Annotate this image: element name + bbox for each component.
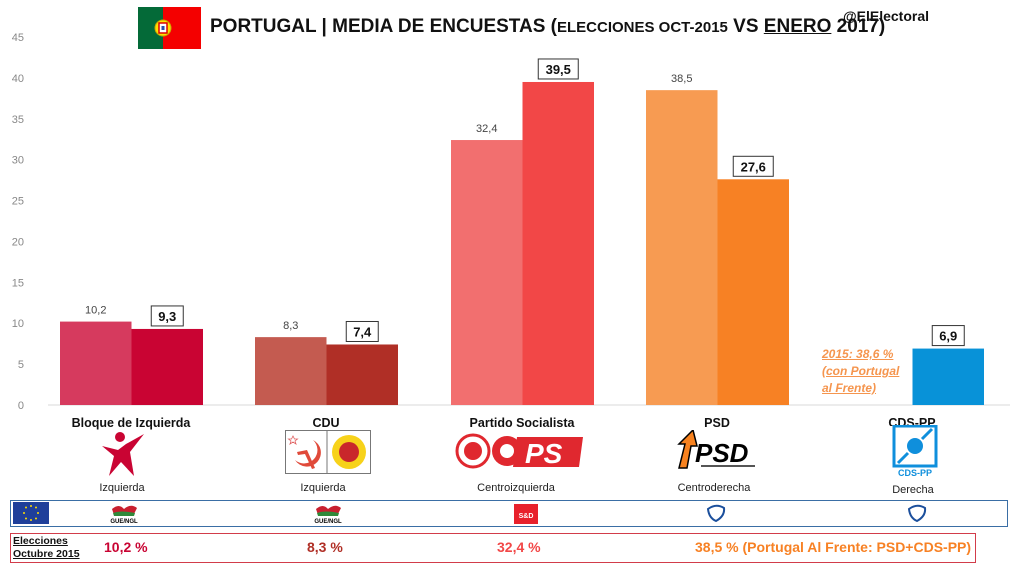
ideology-label: Centroderecha bbox=[677, 482, 751, 494]
ideology-label: Izquierda bbox=[99, 482, 145, 494]
category-label: Partido Socialista bbox=[469, 416, 575, 430]
ps-rose-icon: PS bbox=[455, 433, 583, 469]
data-label-2017: 27,6 bbox=[741, 159, 766, 174]
portugal-flag-icon bbox=[138, 7, 201, 49]
page-title: PORTUGAL | MEDIA DE ENCUESTAS (ELECCIONE… bbox=[210, 16, 885, 38]
title-enero: ENERO bbox=[763, 16, 832, 37]
title-main: PORTUGAL | MEDIA DE ENCUESTAS bbox=[210, 16, 546, 37]
y-tick-label: 25 bbox=[12, 196, 24, 208]
ideology-label: Centroizquierda bbox=[477, 482, 555, 494]
data-label-box bbox=[931, 325, 965, 347]
cds-pp-icon: CDS-PP bbox=[892, 425, 938, 477]
result-cdu: 8,3 % bbox=[307, 539, 343, 555]
ideology-label: Izquierda bbox=[300, 482, 346, 494]
results-label-line: Elecciones bbox=[13, 535, 68, 547]
bar-2015-0 bbox=[60, 321, 132, 405]
bar-2017-1 bbox=[326, 344, 398, 405]
bar-2015-1 bbox=[255, 337, 327, 405]
y-tick-label: 10 bbox=[12, 318, 24, 330]
bar-2015-2 bbox=[451, 140, 523, 406]
eu-flag-icon bbox=[13, 502, 49, 524]
category-label: PSD bbox=[704, 416, 730, 430]
y-tick-label: 15 bbox=[12, 277, 24, 289]
title-elections: ELECCIONES OCT-2015 bbox=[557, 19, 728, 36]
bloque-star-icon bbox=[102, 432, 144, 476]
annotation-line: 2015: 38,6 % bbox=[822, 347, 894, 361]
bar-2017-2 bbox=[522, 81, 594, 405]
twitter-handle: @ElElectoral bbox=[843, 8, 930, 24]
data-label-2015: 8,3 bbox=[283, 320, 298, 332]
title-vs: VS bbox=[727, 16, 764, 37]
data-label-box bbox=[345, 320, 379, 342]
psd-arrow-icon: PSD bbox=[677, 430, 755, 469]
eu-groups-row: GUE/NGL GUE/NGL S&D bbox=[10, 500, 1008, 527]
svg-text:CDS-PP: CDS-PP bbox=[898, 468, 932, 477]
results-2015-label: Elecciones Octubre 2015 bbox=[13, 535, 80, 561]
gue-ngl-icon: GUE/NGL bbox=[109, 503, 139, 525]
bar-2017-4 bbox=[912, 348, 984, 405]
hammer-sickle-sunflower-icon bbox=[285, 430, 371, 474]
bar-2017-0 bbox=[131, 328, 203, 405]
results-2015-row: Elecciones Octubre 2015 10,2 % 8,3 % 32,… bbox=[10, 533, 976, 563]
bar-2015-3 bbox=[646, 90, 718, 406]
data-label-2017: 9,3 bbox=[158, 309, 176, 324]
data-label-2015: 32,4 bbox=[476, 123, 497, 135]
ideology-label: Derecha bbox=[892, 484, 934, 496]
cds-2015-annotation: 2015: 38,6 % (con Portugal al Frente) bbox=[822, 346, 922, 397]
svg-text:PSD: PSD bbox=[695, 438, 749, 468]
bar-2017-3 bbox=[717, 179, 789, 405]
title-paren: ( bbox=[545, 16, 557, 37]
data-label-2017: 7,4 bbox=[353, 324, 372, 339]
data-label-box bbox=[732, 155, 774, 177]
eu-group-label: GUE/NGL bbox=[110, 519, 138, 525]
data-label-box bbox=[150, 305, 184, 327]
eu-group-label: GUE/NGL bbox=[314, 519, 342, 525]
result-ps: 32,4 % bbox=[497, 539, 541, 555]
epp-heart-icon bbox=[907, 504, 927, 522]
data-labels-group: 10,2 9,3 8,3 7,4 32,4 39,5 38,5 27,6 6,9 bbox=[85, 58, 965, 347]
gue-ngl-icon: GUE/NGL bbox=[313, 503, 343, 525]
y-tick-label: 45 bbox=[12, 32, 24, 44]
result-bloque: 10,2 % bbox=[104, 539, 148, 555]
y-tick-label: 30 bbox=[12, 155, 24, 167]
result-paf: 38,5 % (Portugal Al Frente: PSD+CDS-PP) bbox=[695, 539, 972, 555]
annotation-line: (con Portugal bbox=[822, 364, 900, 378]
y-tick-label: 40 bbox=[12, 73, 24, 85]
epp-heart-icon bbox=[706, 504, 726, 522]
s-and-d-icon: S&D bbox=[514, 504, 538, 524]
title-year: 2017) bbox=[831, 16, 886, 37]
data-label-2015: 10,2 bbox=[85, 305, 106, 317]
data-label-2017: 6,9 bbox=[939, 329, 957, 344]
y-tick-label: 0 bbox=[18, 400, 24, 412]
category-label: CDS-PP bbox=[888, 416, 936, 426]
category-label: Bloque de Izquierda bbox=[71, 416, 191, 430]
bars-group bbox=[60, 81, 984, 406]
y-tick-label: 5 bbox=[18, 359, 24, 371]
data-label-2017: 39,5 bbox=[546, 62, 571, 77]
category-label: CDU bbox=[312, 416, 340, 430]
data-label-2015: 38,5 bbox=[671, 73, 692, 85]
y-axis: 0 5 10 15 20 25 30 35 40 45 bbox=[12, 32, 24, 412]
annotation-line: al Frente) bbox=[822, 381, 877, 395]
bar-chart: 0 5 10 15 20 25 30 35 40 45 10,2 9,3 8,3 7,4 32,4 39,5… bbox=[12, 32, 1010, 412]
results-label-line: Octubre 2015 bbox=[13, 548, 80, 560]
data-label-box bbox=[537, 58, 579, 80]
y-tick-label: 35 bbox=[12, 114, 24, 126]
y-tick-label: 20 bbox=[12, 236, 24, 248]
svg-text:PS: PS bbox=[525, 438, 563, 469]
